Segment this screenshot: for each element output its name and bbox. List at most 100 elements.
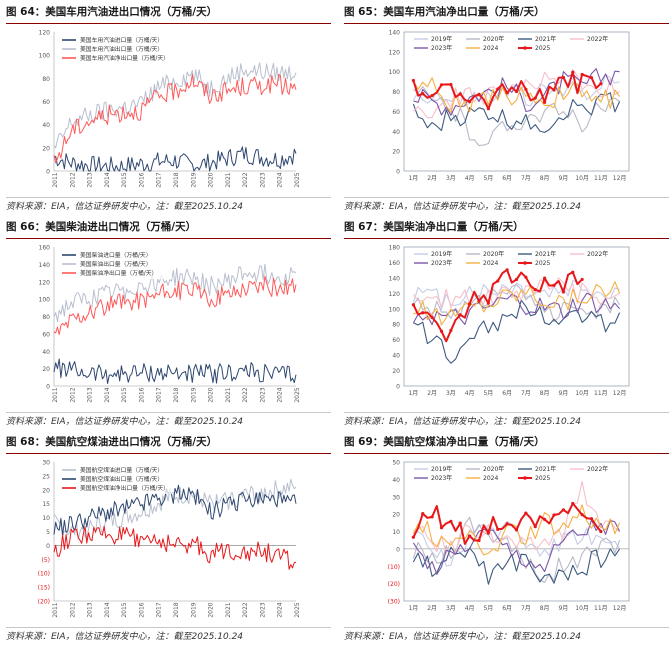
x-tick-label: 2月	[427, 390, 437, 397]
series-line	[412, 71, 602, 110]
series-line	[53, 73, 297, 164]
legend-label: 2023年	[431, 259, 452, 267]
x-tick-label: 12月	[613, 175, 627, 182]
series-line	[53, 484, 297, 536]
y-tick-label: 40	[392, 353, 400, 360]
x-tick-label: 2011	[52, 172, 59, 187]
x-tick-label: 2025	[294, 387, 301, 402]
series-marker	[571, 70, 575, 74]
chart-panel: 图 68：美国航空煤油进出口情况（万桶/天） 资料来源：EIA，信达证券研发中心，…	[6, 434, 331, 644]
x-tick-label: 2018	[173, 602, 180, 617]
series-marker	[411, 535, 415, 539]
series-marker	[458, 92, 462, 96]
series-marker	[449, 82, 453, 87]
plot-frame	[403, 31, 630, 172]
x-tick-label: 2015	[121, 172, 128, 187]
y-tick-label: 0	[46, 169, 50, 176]
source-note: 资料来源：EIA，信达证券研发中心，注：截至2025.10.24	[6, 197, 331, 214]
series-marker	[543, 517, 547, 521]
y-tick-label: 120	[389, 291, 401, 298]
x-tick-label: 5月	[483, 390, 493, 397]
series-marker	[449, 519, 453, 523]
y-tick-label: 40	[42, 122, 50, 129]
series-line	[412, 504, 621, 556]
y-tick-label: 100	[389, 69, 401, 76]
series-line	[413, 68, 620, 116]
series-marker	[505, 91, 509, 95]
line-chart: 0 20 40 60 80 100 120 140 1月 2月 3月 4月 5月 6月 7月 8月 9月 10月 1…	[389, 30, 630, 182]
y-tick-label: 20	[392, 512, 400, 519]
series-marker	[439, 526, 444, 530]
x-tick-label: 2025	[294, 602, 301, 617]
source-note: 资料来源：EIA，信达证券研发中心，注：截至2025.10.24	[344, 197, 669, 214]
x-tick-label: 4月	[465, 605, 475, 612]
legend-label: 2019年	[431, 465, 452, 473]
x-tick-label: 2015	[121, 602, 128, 617]
series-line	[53, 358, 297, 384]
series-marker	[589, 517, 594, 521]
source-note: 资料来源：EIA，信达证券研发中心，注：截至2025.10.24	[344, 412, 669, 429]
legend-label: 美国车用汽油净出口量（万桶/天）	[80, 54, 169, 62]
chart-panel: 图 69：美国航空煤油净出口量（万桶/天） 资料来源：EIA，信达证券研发中心，注…	[344, 434, 669, 644]
series-marker	[421, 92, 425, 96]
series-marker	[599, 82, 603, 86]
x-tick-label: 2011	[52, 602, 59, 617]
legend-label: 美国车用汽油出口量（万桶/天）	[80, 45, 163, 53]
y-tick-label: 80	[392, 89, 400, 96]
x-tick-label: 2014	[104, 387, 111, 402]
x-tick-label: 2022	[242, 602, 249, 617]
y-tick-label: 30	[392, 494, 400, 501]
y-tick-label: 0	[46, 384, 50, 391]
series-marker	[411, 303, 415, 307]
legend-label: 2024	[483, 475, 498, 482]
x-tick-label: 5月	[483, 605, 493, 612]
y-tick-label: 100	[39, 53, 51, 60]
series-marker	[533, 288, 537, 292]
x-tick-label: 6月	[502, 390, 512, 397]
x-tick-label: 8月	[540, 390, 550, 397]
x-tick-label: 2014	[104, 172, 111, 187]
x-tick-label: 7月	[521, 175, 531, 182]
series-marker	[505, 522, 509, 526]
legend-label: 2024	[483, 45, 498, 52]
x-tick-label: 2021	[225, 602, 232, 617]
x-tick-label: 2017	[156, 602, 163, 617]
line-chart: (30) (20) (10) 0 10 20 30 40 50 1月 2月 3月 4月 5月 6月 7月 8月 9…	[388, 460, 630, 612]
series-marker	[552, 88, 556, 92]
x-tick-label: 5月	[483, 175, 493, 182]
series-marker	[524, 87, 528, 91]
x-tick-label: 8月	[540, 605, 550, 612]
y-tick-label: 100	[39, 297, 51, 304]
legend-label: 2022年	[587, 250, 608, 258]
y-tick-label: (20)	[38, 599, 50, 606]
series-line	[413, 299, 621, 364]
x-tick-label: 2023	[259, 602, 266, 617]
x-tick-label: 2023	[259, 387, 266, 402]
legend-label: 美国航空煤油净出口量（万桶/天）	[80, 484, 169, 492]
series-marker	[486, 107, 490, 111]
series-marker	[571, 501, 575, 506]
x-tick-label: 2011	[52, 387, 59, 402]
legend-box	[60, 464, 172, 494]
y-tick-label: 30	[42, 460, 50, 467]
x-tick-label: 9月	[558, 390, 568, 397]
x-tick-label: 6月	[502, 605, 512, 612]
series-marker	[468, 534, 472, 538]
y-tick-label: (20)	[388, 581, 400, 588]
legend-box	[60, 249, 172, 279]
y-tick-label: 20	[42, 145, 50, 152]
series-marker	[477, 538, 481, 543]
x-tick-label: 9月	[558, 175, 568, 182]
legend-label: 2019年	[431, 35, 452, 43]
series-marker	[552, 283, 556, 287]
x-tick-label: 7月	[521, 390, 531, 397]
legend-label: 2025	[535, 260, 550, 267]
x-tick-label: 11月	[594, 175, 608, 182]
x-tick-label: 2020	[208, 172, 215, 187]
x-tick-label: 2021	[225, 172, 232, 187]
series-marker	[486, 301, 490, 305]
x-tick-label: 2012	[69, 172, 76, 187]
y-tick-label: 20	[42, 366, 50, 373]
line-chart: 0 20 40 60 80 100 120 140 160 2011 2012 2013 2014 201…	[39, 245, 301, 403]
legend-label: 2020年	[483, 35, 504, 43]
